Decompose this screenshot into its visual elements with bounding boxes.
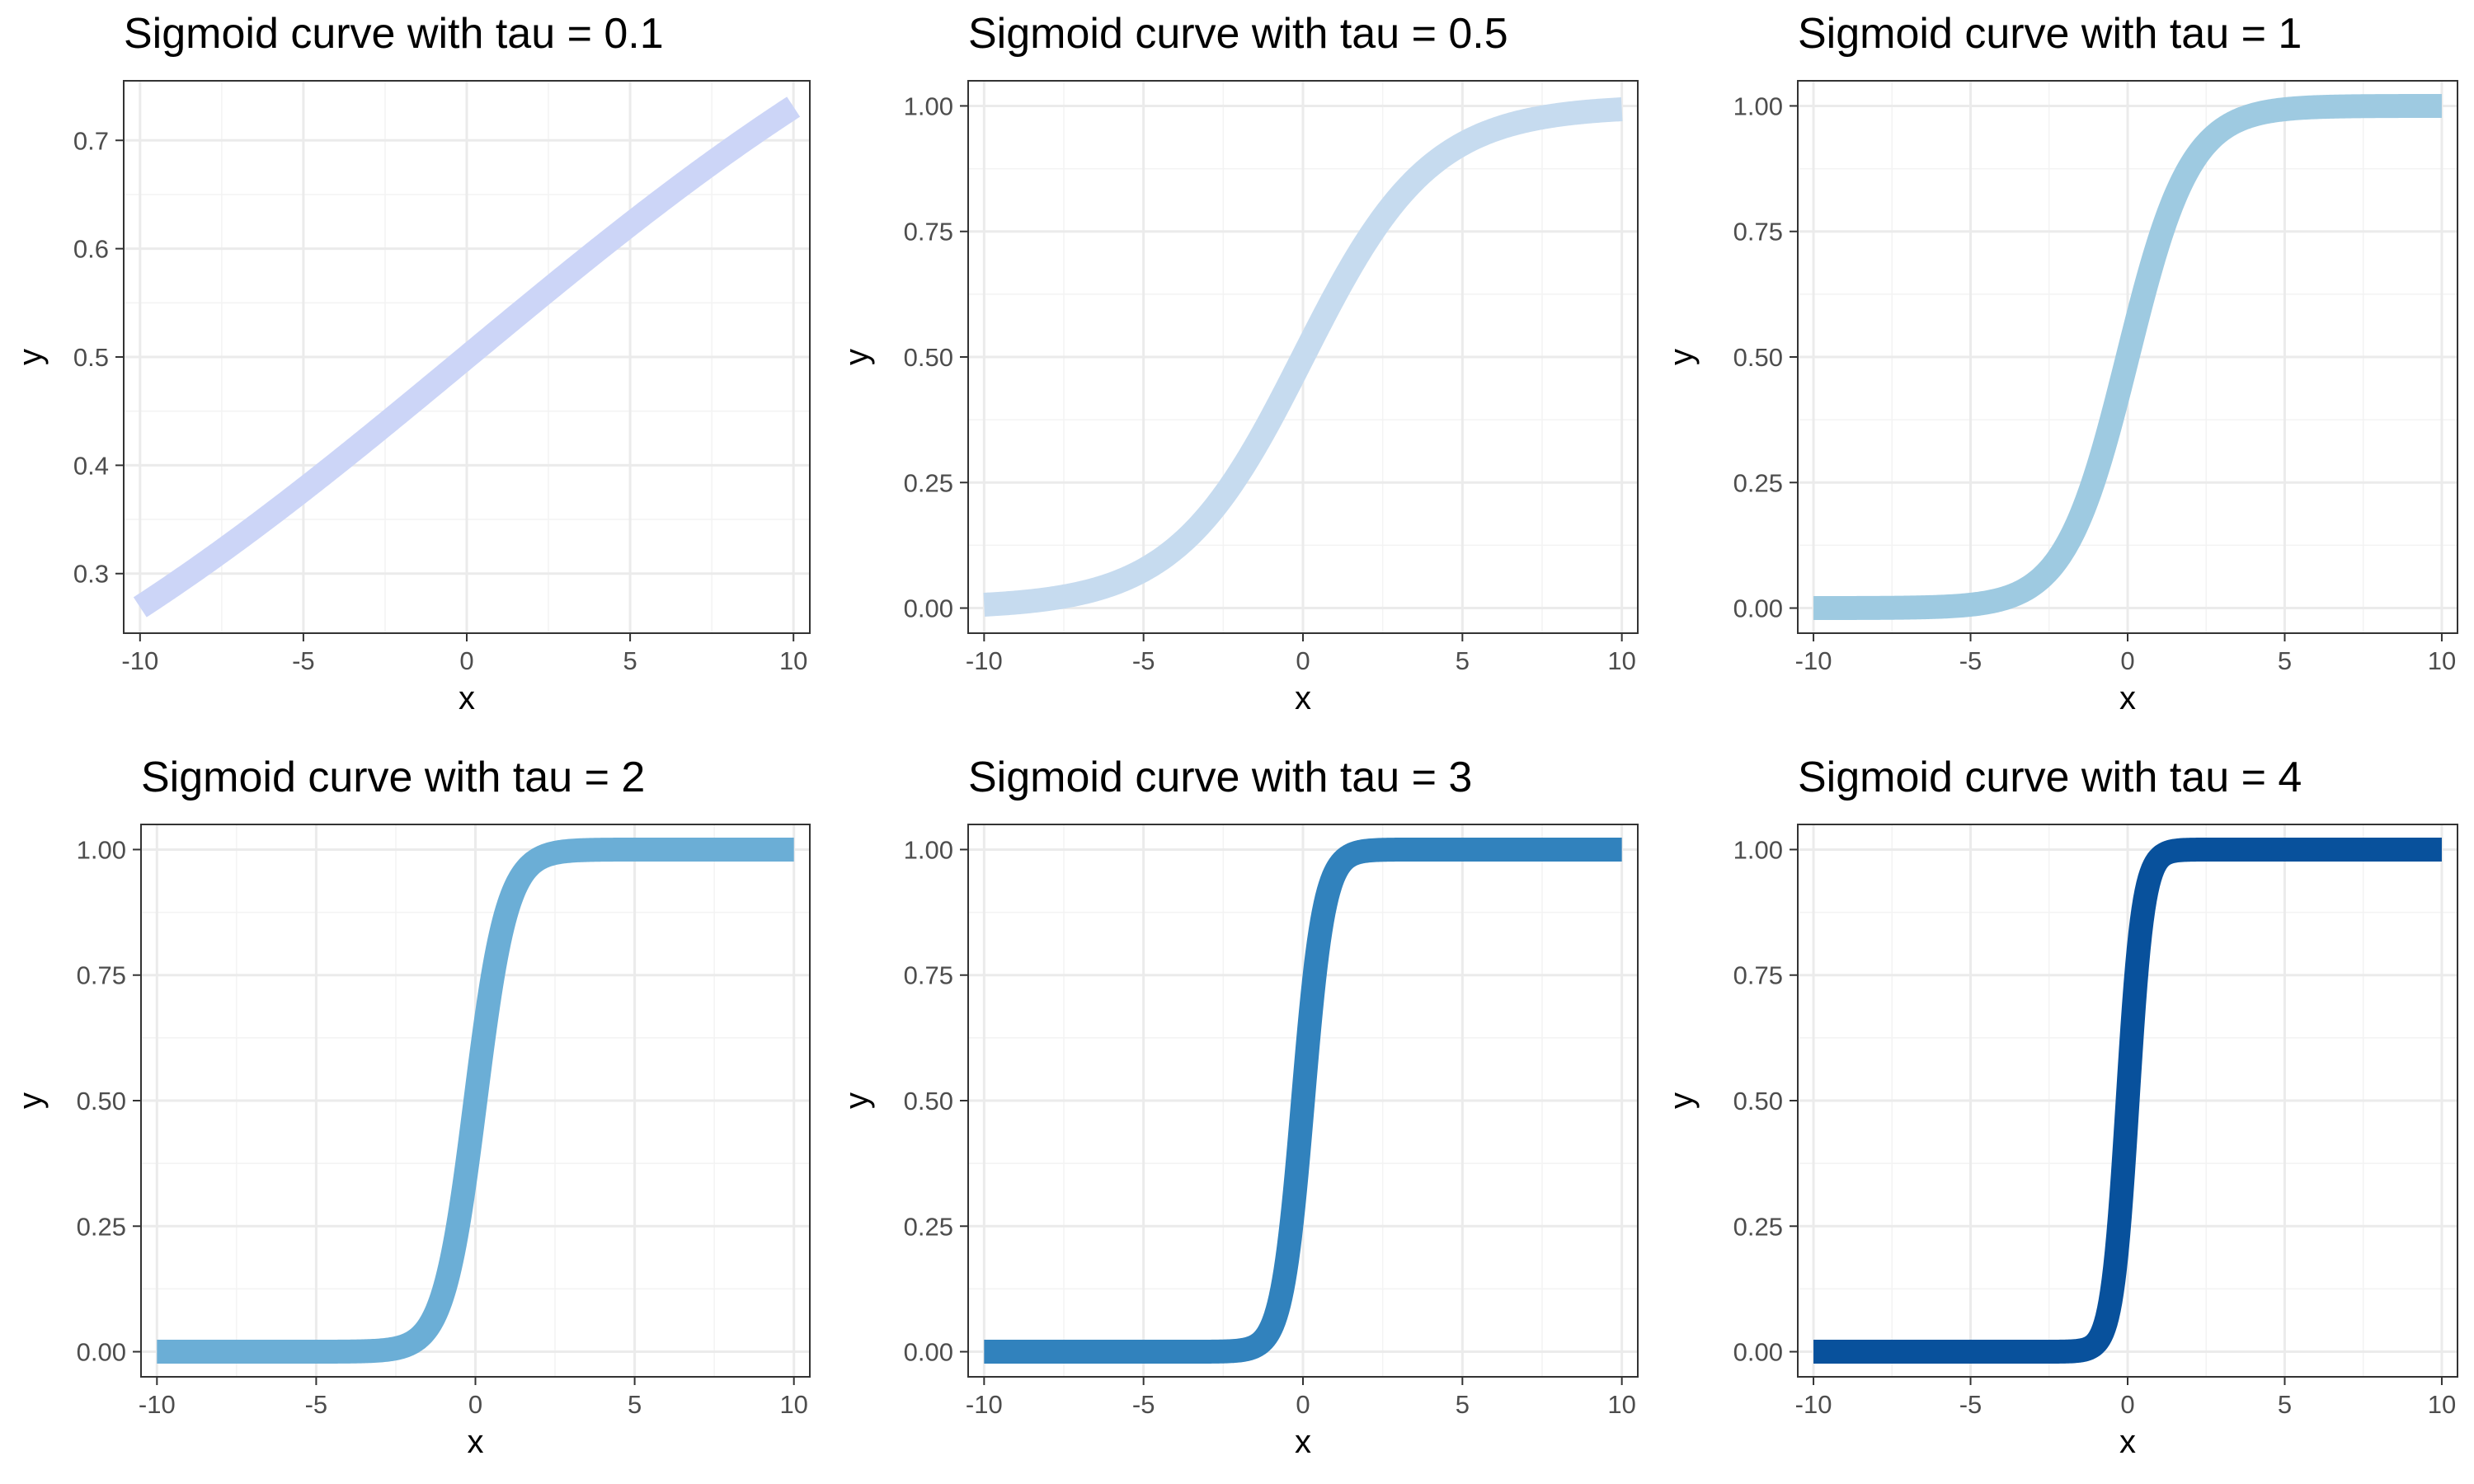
x-tick-label: 5 xyxy=(623,646,637,675)
x-tick-label: -10 xyxy=(966,1390,1003,1419)
series-line xyxy=(973,97,1633,617)
x-tick-label: -5 xyxy=(1959,1390,1982,1419)
chart-title: Sigmoid curve with tau = 0.1 xyxy=(124,10,664,58)
y-tick-label: 0.75 xyxy=(1733,218,1783,247)
chart-title: Sigmoid curve with tau = 4 xyxy=(1798,754,2302,801)
y-tick-label: 0.00 xyxy=(77,1338,126,1367)
y-tick-label: 0.50 xyxy=(904,1087,953,1115)
x-tick-label: -10 xyxy=(139,1390,176,1419)
y-tick-label: 0.00 xyxy=(904,1338,953,1367)
y-tick-label: 1.00 xyxy=(1733,92,1783,120)
y-tick-label: 0.50 xyxy=(1733,1087,1783,1115)
y-tick-label: 1.00 xyxy=(77,835,126,864)
x-axis-label: x xyxy=(459,680,475,716)
x-tick-label: -5 xyxy=(1959,646,1982,675)
series-line xyxy=(129,96,804,618)
panel-5: -10 -5 0 5 10 0.00 0.25 0.50 0.75 1.00 Sigmoid cur… xyxy=(839,754,1639,1460)
x-tick-label: 10 xyxy=(2428,646,2456,675)
x-tick-label: 0 xyxy=(2120,646,2134,675)
y-axis-label: y xyxy=(839,1092,875,1109)
x-tick-label: 10 xyxy=(1607,1390,1635,1419)
chart-title: Sigmoid curve with tau = 3 xyxy=(968,754,1472,801)
x-tick-label: -10 xyxy=(1795,1390,1832,1419)
x-tick-label: -5 xyxy=(1132,1390,1155,1419)
x-axis-label: x xyxy=(1295,1424,1311,1460)
series-line xyxy=(1803,837,2453,1364)
y-axis-label: y xyxy=(12,349,49,365)
y-tick-label: 0.75 xyxy=(1733,961,1783,990)
y-tick-label: 0.6 xyxy=(73,235,109,264)
x-tick-label: 5 xyxy=(2278,646,2292,675)
y-tick-label: 0.3 xyxy=(73,560,109,589)
series-line xyxy=(146,837,805,1364)
x-tick-label: -10 xyxy=(1795,646,1832,675)
panel-1: -10 -5 0 5 10 0.3 0.4 0.5 0.6 0.7 Sigmoid curve wi… xyxy=(12,10,811,716)
y-tick-label: 0.25 xyxy=(904,1212,953,1241)
x-tick-label: 5 xyxy=(1456,1390,1470,1419)
chart-title: Sigmoid curve with tau = 2 xyxy=(141,754,645,801)
chart-title: Sigmoid curve with tau = 1 xyxy=(1798,10,2302,58)
x-tick-label: 10 xyxy=(1607,646,1635,675)
x-tick-label: -10 xyxy=(121,646,158,675)
series-line xyxy=(1803,93,2453,621)
x-tick-label: 0 xyxy=(468,1390,482,1419)
x-tick-label: -5 xyxy=(305,1390,328,1419)
y-tick-label: 1.00 xyxy=(904,92,953,120)
x-tick-label: 0 xyxy=(459,646,473,675)
y-tick-label: 0.25 xyxy=(904,468,953,497)
panel-4: -10 -5 0 5 10 0.00 0.25 0.50 0.75 1.00 Sigmoid cur… xyxy=(12,754,811,1460)
y-tick-label: 0.00 xyxy=(1733,1338,1783,1367)
y-tick-label: 0.50 xyxy=(904,343,953,372)
y-tick-label: 1.00 xyxy=(904,835,953,864)
y-tick-label: 0.5 xyxy=(73,343,109,372)
x-tick-label: -10 xyxy=(966,646,1003,675)
x-axis-label: x xyxy=(2119,680,2136,716)
x-tick-label: 5 xyxy=(628,1390,642,1419)
panel-2: -10 -5 0 5 10 0.00 0.25 0.50 0.75 1.00 Sigmoid cur… xyxy=(839,10,1639,716)
y-tick-label: 0.25 xyxy=(1733,468,1783,497)
x-tick-label: -5 xyxy=(1132,646,1155,675)
x-tick-label: 5 xyxy=(2278,1390,2292,1419)
y-tick-label: 0.7 xyxy=(73,126,109,155)
panel-6: -10 -5 0 5 10 0.00 0.25 0.50 0.75 1.00 Sigmoid cur… xyxy=(1663,754,2458,1460)
y-tick-label: 0.00 xyxy=(904,594,953,623)
x-tick-label: 10 xyxy=(2428,1390,2456,1419)
y-tick-label: 0.4 xyxy=(73,451,109,480)
x-tick-label: 0 xyxy=(1296,1390,1310,1419)
x-tick-label: 0 xyxy=(1296,646,1310,675)
y-tick-label: 0.25 xyxy=(1733,1212,1783,1241)
x-axis-label: x xyxy=(1295,680,1311,716)
y-axis-label: y xyxy=(12,1092,49,1109)
y-axis-label: y xyxy=(1663,349,1700,365)
x-tick-label: 5 xyxy=(1456,646,1470,675)
x-tick-label: 10 xyxy=(779,646,807,675)
chart-title: Sigmoid curve with tau = 0.5 xyxy=(968,10,1508,58)
x-tick-label: 10 xyxy=(779,1390,807,1419)
series-line xyxy=(973,837,1633,1364)
y-tick-label: 0.50 xyxy=(77,1087,126,1115)
y-tick-label: 0.25 xyxy=(77,1212,126,1241)
y-tick-label: 1.00 xyxy=(1733,835,1783,864)
y-tick-label: 0.75 xyxy=(77,961,126,990)
y-tick-label: 0.00 xyxy=(1733,594,1783,623)
y-tick-label: 0.75 xyxy=(904,218,953,247)
y-axis-label: y xyxy=(839,349,875,365)
y-tick-label: 0.75 xyxy=(904,961,953,990)
x-tick-label: -5 xyxy=(292,646,315,675)
x-axis-label: x xyxy=(468,1424,484,1460)
y-tick-label: 0.50 xyxy=(1733,343,1783,372)
panel-3: -10 -5 0 5 10 0.00 0.25 0.50 0.75 1.00 Sigmoid cur… xyxy=(1663,10,2458,716)
x-axis-label: x xyxy=(2119,1424,2136,1460)
y-axis-label: y xyxy=(1663,1092,1700,1109)
x-tick-label: 0 xyxy=(2120,1390,2134,1419)
